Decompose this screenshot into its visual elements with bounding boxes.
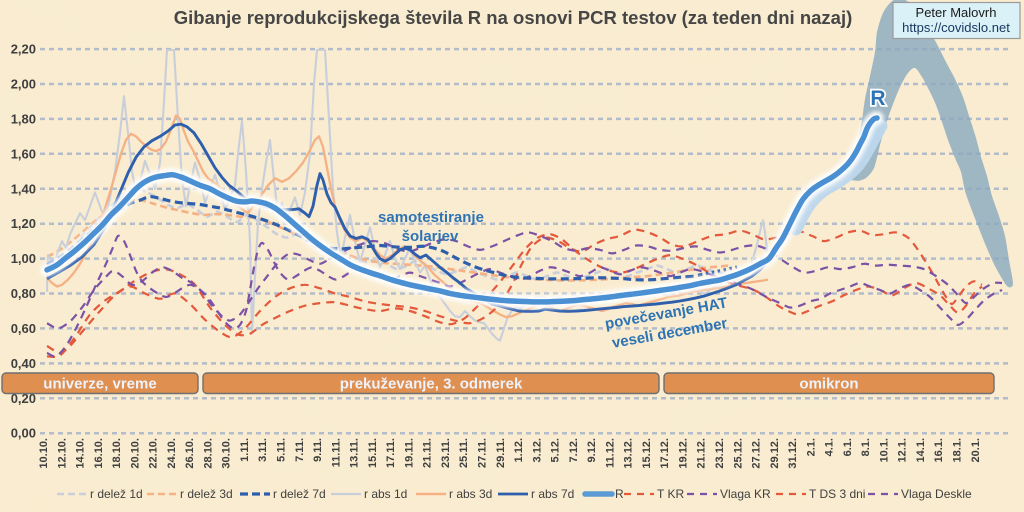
svg-text:19.12.: 19.12. xyxy=(677,438,689,469)
svg-text:2.1.: 2.1. xyxy=(805,438,817,456)
svg-text:T KR: T KR xyxy=(657,487,684,501)
svg-text:https://covidslo.net: https://covidslo.net xyxy=(902,20,1010,35)
svg-text:r abs 7d: r abs 7d xyxy=(531,487,574,501)
svg-text:8.1.: 8.1. xyxy=(860,438,872,456)
svg-text:šolarjev: šolarjev xyxy=(402,228,459,245)
svg-text:r delež 3d: r delež 3d xyxy=(180,487,233,501)
svg-text:1,20: 1,20 xyxy=(11,216,36,231)
svg-text:20.1.: 20.1. xyxy=(970,438,982,462)
svg-text:20.10.: 20.10. xyxy=(129,438,141,469)
svg-text:19.11.: 19.11. xyxy=(403,438,415,468)
svg-text:2,20: 2,20 xyxy=(11,42,36,57)
svg-text:27.12.: 27.12. xyxy=(751,438,763,469)
svg-text:5.11.: 5.11. xyxy=(276,438,288,462)
svg-text:26.10.: 26.10. xyxy=(184,438,196,469)
svg-text:10.1.: 10.1. xyxy=(878,438,890,462)
svg-text:31.12.: 31.12. xyxy=(787,438,799,469)
svg-text:23.11.: 23.11. xyxy=(440,438,452,468)
svg-text:25.11.: 25.11. xyxy=(458,438,470,468)
svg-text:r abs 3d: r abs 3d xyxy=(449,487,492,501)
svg-text:1,80: 1,80 xyxy=(11,111,36,126)
svg-text:2,00: 2,00 xyxy=(11,77,36,92)
svg-text:22.10.: 22.10. xyxy=(148,438,160,469)
svg-text:3.11.: 3.11. xyxy=(257,438,269,462)
svg-text:0,80: 0,80 xyxy=(11,286,36,301)
svg-text:5.12.: 5.12. xyxy=(550,438,562,462)
svg-text:9.11.: 9.11. xyxy=(312,438,324,462)
svg-text:13.11.: 13.11. xyxy=(349,438,361,468)
svg-text:6.1.: 6.1. xyxy=(842,438,854,456)
svg-text:samotestiranje: samotestiranje xyxy=(378,209,484,226)
svg-text:Peter Malovrh: Peter Malovrh xyxy=(916,5,997,20)
svg-text:17.11.: 17.11. xyxy=(385,438,397,468)
svg-text:omikron: omikron xyxy=(799,376,858,393)
svg-text:18.10.: 18.10. xyxy=(111,438,123,469)
svg-text:0,60: 0,60 xyxy=(11,321,36,336)
svg-text:1,00: 1,00 xyxy=(11,251,36,266)
svg-text:4.1.: 4.1. xyxy=(824,438,836,456)
svg-text:1,40: 1,40 xyxy=(11,181,36,196)
svg-text:Vlaga Deskle: Vlaga Deskle xyxy=(901,487,972,501)
svg-text:18.1.: 18.1. xyxy=(952,438,964,462)
svg-text:7.11.: 7.11. xyxy=(294,438,306,462)
svg-text:25.12.: 25.12. xyxy=(732,438,744,469)
svg-text:T DS 3 dni: T DS 3 dni xyxy=(809,487,865,501)
svg-text:0,00: 0,00 xyxy=(11,426,36,441)
svg-text:11.11.: 11.11. xyxy=(330,438,342,467)
svg-text:17.12.: 17.12. xyxy=(659,438,671,469)
svg-text:15.11.: 15.11. xyxy=(367,438,379,468)
svg-text:1,60: 1,60 xyxy=(11,146,36,161)
svg-text:14.1.: 14.1. xyxy=(915,438,927,462)
svg-text:24.10.: 24.10. xyxy=(166,438,178,469)
svg-text:16.1.: 16.1. xyxy=(933,438,945,462)
svg-text:28.10.: 28.10. xyxy=(202,438,214,469)
svg-text:21.12.: 21.12. xyxy=(696,438,708,469)
svg-text:0,20: 0,20 xyxy=(11,391,36,406)
svg-text:r delež 1d: r delež 1d xyxy=(90,487,143,501)
svg-text:11.12.: 11.12. xyxy=(604,438,616,468)
svg-text:Vlaga KR: Vlaga KR xyxy=(720,487,771,501)
svg-text:29.12.: 29.12. xyxy=(769,438,781,469)
svg-text:univerze, vreme: univerze, vreme xyxy=(43,376,156,393)
svg-text:13.12.: 13.12. xyxy=(623,438,635,469)
svg-text:23.12.: 23.12. xyxy=(714,438,726,469)
svg-text:29.11.: 29.11. xyxy=(495,438,507,468)
svg-text:1.12.: 1.12. xyxy=(513,438,525,462)
svg-text:Gibanje reprodukcijskega števi: Gibanje reprodukcijskega števila R na os… xyxy=(174,7,853,28)
svg-text:12.1.: 12.1. xyxy=(897,438,909,462)
svg-text:R: R xyxy=(615,487,624,501)
svg-text:14.10.: 14.10. xyxy=(75,438,87,469)
svg-text:3.12.: 3.12. xyxy=(531,438,543,462)
svg-text:1.11.: 1.11. xyxy=(239,438,251,462)
svg-text:30.10.: 30.10. xyxy=(221,438,233,469)
svg-text:16.10.: 16.10. xyxy=(93,438,105,469)
svg-text:9.12.: 9.12. xyxy=(586,438,598,462)
svg-text:prekuževanje, 3. odmerek: prekuževanje, 3. odmerek xyxy=(340,376,523,393)
svg-text:15.12.: 15.12. xyxy=(641,438,653,469)
svg-text:0,40: 0,40 xyxy=(11,356,36,371)
svg-text:r delež 7d: r delež 7d xyxy=(273,487,326,501)
svg-text:21.11.: 21.11. xyxy=(422,438,434,468)
svg-text:12.10.: 12.10. xyxy=(56,438,68,469)
svg-text:7.12.: 7.12. xyxy=(568,438,580,462)
svg-text:R: R xyxy=(870,87,885,110)
svg-text:27.11.: 27.11. xyxy=(477,438,489,468)
svg-text:10.10.: 10.10. xyxy=(38,438,50,469)
svg-text:r abs 1d: r abs 1d xyxy=(364,487,407,501)
